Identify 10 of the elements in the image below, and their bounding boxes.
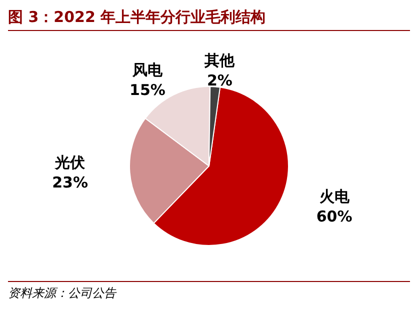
slice-label: 其他 [204, 51, 236, 70]
chart-title: 图 3：2022 年上半年分行业毛利结构 [8, 8, 410, 31]
data-label: 23% [52, 173, 88, 192]
slice-label: 火电 [319, 187, 350, 206]
data-label: 2% [206, 71, 232, 90]
slice-label: 风电 [131, 60, 164, 79]
data-label: 60% [316, 207, 352, 226]
text: 资料来源：公司公告 [8, 281, 410, 302]
data-label: 15% [130, 80, 166, 99]
slice-label: 光伏 [54, 153, 86, 172]
